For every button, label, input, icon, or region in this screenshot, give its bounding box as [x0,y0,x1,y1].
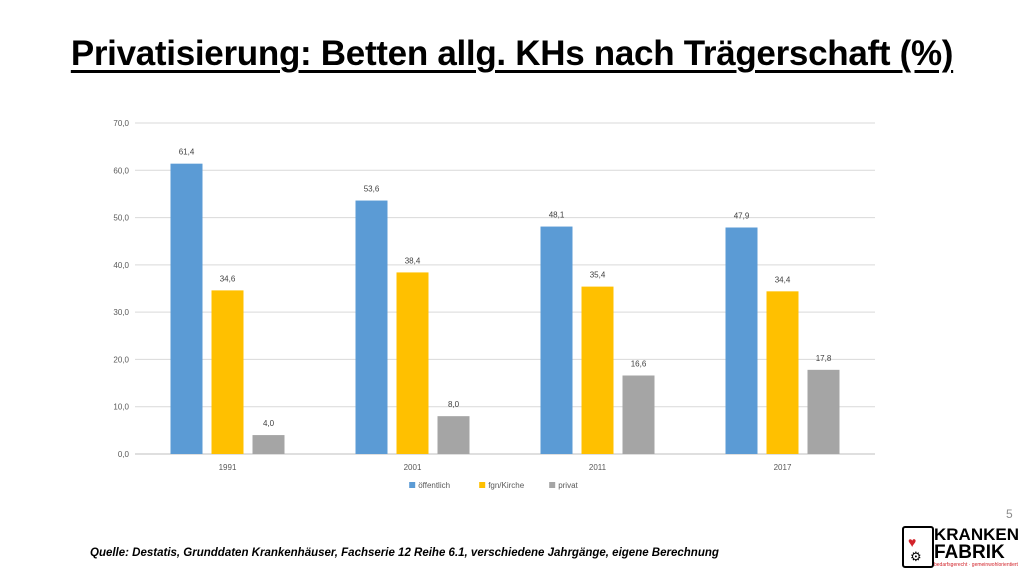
legend-swatch [549,482,556,488]
x-tick-label: 2017 [774,463,792,472]
y-tick-label: 0,0 [118,450,130,459]
bar [211,290,244,454]
data-label: 16,6 [631,360,647,369]
x-tick-label: 2001 [404,463,422,472]
y-tick-label: 40,0 [113,261,129,270]
y-tick-label: 20,0 [113,355,129,364]
logo-word-kranken: KRANKEN [934,525,1019,544]
legend-label: privat [558,481,578,490]
data-label: 34,6 [220,274,236,283]
bar [355,200,388,454]
y-tick-label: 50,0 [113,214,129,223]
data-label: 48,1 [549,211,565,220]
bar [252,435,285,454]
legend-swatch [479,482,486,488]
bar [622,375,655,454]
x-tick-label: 1991 [219,463,237,472]
bar [540,226,573,454]
bar [437,416,470,454]
bar [581,286,614,454]
logo-word-fabrik: FABRIK [934,542,1005,563]
y-tick-label: 60,0 [113,166,129,175]
page-number: 5 [1006,507,1013,521]
krankenfabrik-logo: ♥ ⚙ KRANKEN FABRIK bedarfsgerecht · geme… [902,526,1020,570]
logo-emblem: ♥ ⚙ [902,526,934,568]
source-note: Quelle: Destatis, Grunddaten Krankenhäus… [90,547,719,559]
data-label: 8,0 [448,400,460,409]
data-label: 61,4 [179,148,195,157]
logo-tagline: bedarfsgerecht · gemeinwohlorientiert [934,562,1018,568]
bar [807,369,840,454]
x-tick-label: 2011 [589,463,607,472]
bar [396,272,429,454]
legend-swatch [409,482,416,488]
bar [766,291,799,454]
bar [725,227,758,454]
bar [170,163,203,454]
slide-title: Privatisierung: Betten allg. KHs nach Tr… [70,34,954,73]
legend-label: öffentlich [418,481,450,490]
data-label: 4,0 [263,419,275,428]
gear-icon: ⚙ [910,549,922,564]
data-label: 35,4 [590,271,606,280]
data-label: 17,8 [816,354,832,363]
data-label: 47,9 [734,212,750,221]
y-tick-label: 30,0 [113,308,129,317]
data-label: 38,4 [405,256,421,265]
legend-label: fgn/Kirche [488,481,525,490]
heart-icon: ♥ [908,534,917,550]
y-tick-label: 70,0 [113,119,129,128]
y-tick-label: 10,0 [113,403,129,412]
data-label: 34,4 [775,275,791,284]
data-label: 53,6 [364,185,380,194]
